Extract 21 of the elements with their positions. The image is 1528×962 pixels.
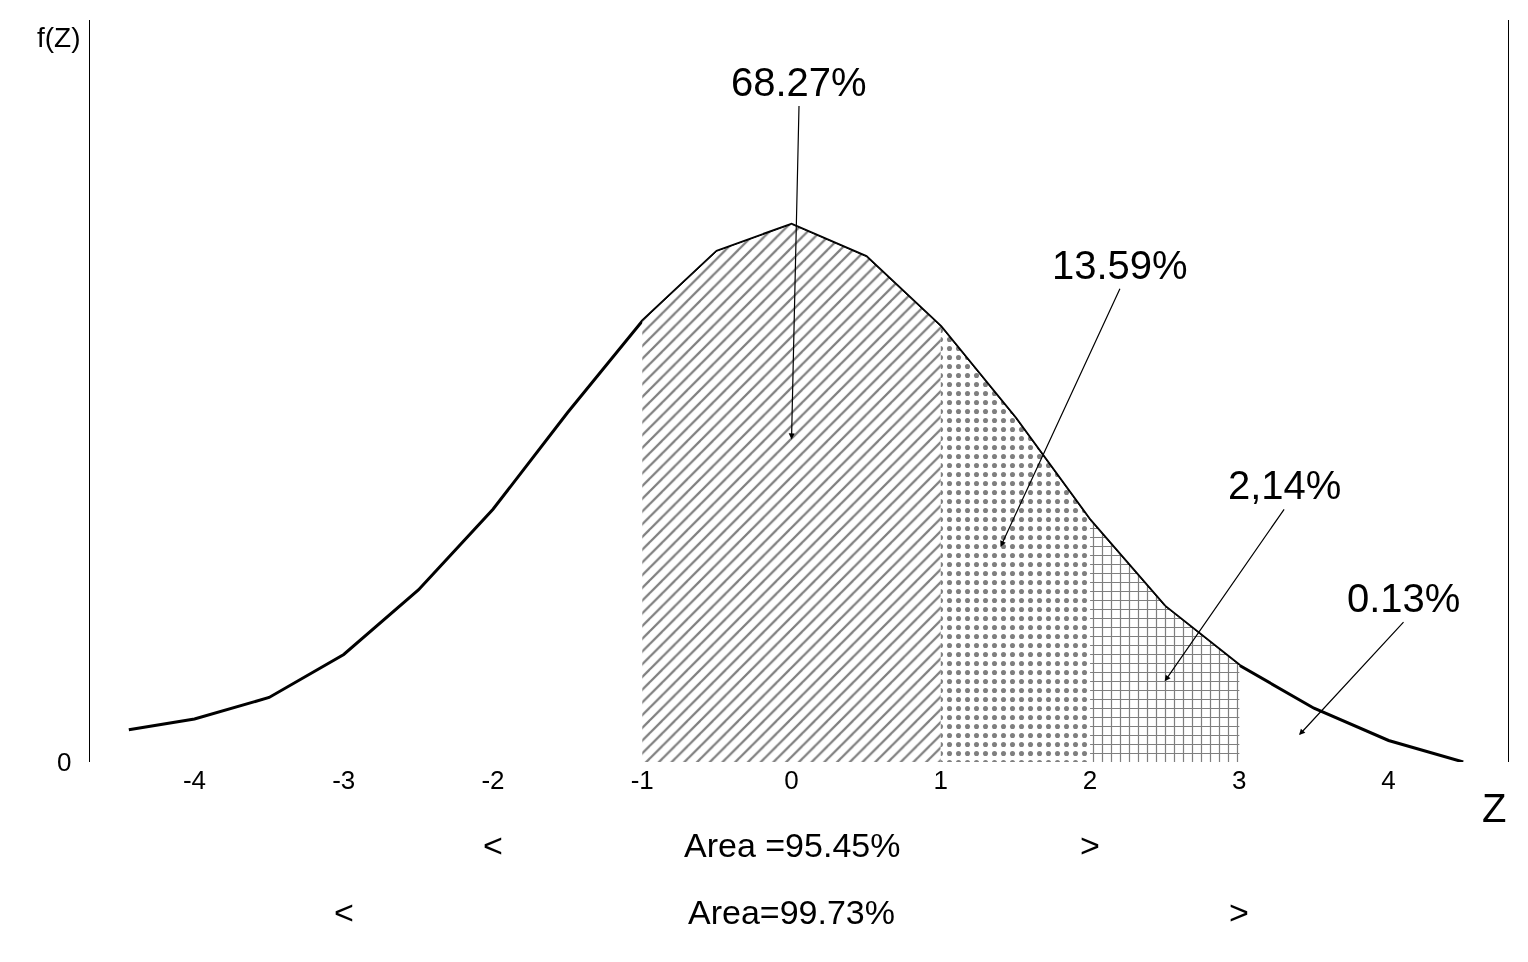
x-tick-label: -4 [182,765,207,795]
x-tick-label: 4 [1381,765,1396,795]
text: 68.27% [731,60,867,104]
text: f(Z) [37,22,81,53]
x-tick-label: -1 [630,765,654,795]
text: > [1229,893,1249,931]
text: > [1080,826,1100,864]
x-tick-label: -2 [481,765,505,795]
x-axis-title: Z [1482,786,1507,830]
text: Area=99.73% [688,893,895,931]
annotation: 2,14% [1228,463,1342,507]
x-tick-label: 2 [1082,765,1098,795]
annotation: 13.59% [1052,243,1188,287]
x-tick-label: 1 [933,765,949,795]
x-tick-label: 0 [784,765,799,795]
text: < [483,826,503,864]
annotation: 0.13% [1347,576,1461,620]
x-tick-label: 3 [1232,765,1247,795]
text: < [334,893,354,931]
text: Area =95.45% [684,826,901,864]
x-tick-label: -3 [332,765,356,795]
